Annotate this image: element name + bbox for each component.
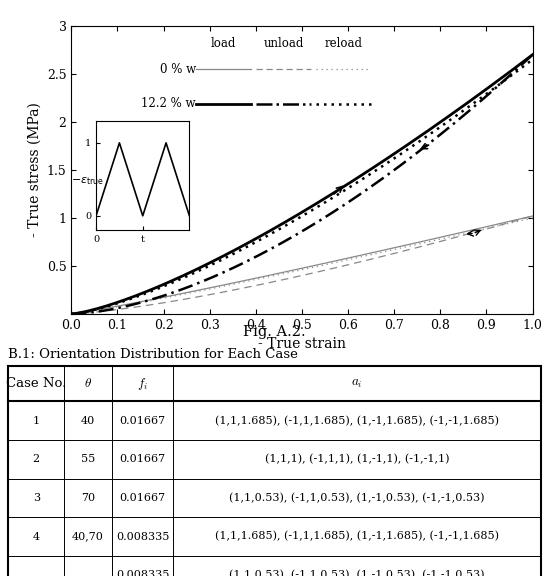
Text: $-\varepsilon_\mathrm{true}$: $-\varepsilon_\mathrm{true}$ [71,176,104,187]
Text: 70: 70 [81,493,95,503]
Text: Case No.: Case No. [6,377,66,390]
Text: 4: 4 [32,532,40,541]
Text: 2: 2 [32,454,40,464]
Text: Fig. A.2.: Fig. A.2. [243,325,306,339]
Text: 55: 55 [81,454,95,464]
Text: (1,1,0.53), (-1,1,0.53), (1,-1,0.53), (-1,-1,0.53): (1,1,0.53), (-1,1,0.53), (1,-1,0.53), (-… [229,570,485,576]
Text: 40: 40 [81,416,95,426]
Text: (1,1,0.53), (-1,1,0.53), (1,-1,0.53), (-1,-1,0.53): (1,1,0.53), (-1,1,0.53), (1,-1,0.53), (-… [229,493,485,503]
Text: $f_i$: $f_i$ [137,376,148,392]
Y-axis label: - True stress (MPa): - True stress (MPa) [27,103,41,237]
X-axis label: - True strain: - True strain [258,338,346,351]
Text: (1,1,1), (-1,1,1), (1,-1,1), (-1,-1,1): (1,1,1), (-1,1,1), (1,-1,1), (-1,-1,1) [265,454,449,464]
Text: 40,70: 40,70 [72,532,104,541]
Text: 0.008335: 0.008335 [116,532,170,541]
Text: 3: 3 [32,493,40,503]
Text: unload: unload [264,37,304,51]
Text: (1,1,1.685), (-1,1,1.685), (1,-1,1.685), (-1,-1,1.685): (1,1,1.685), (-1,1,1.685), (1,-1,1.685),… [215,416,499,426]
Text: 0.01667: 0.01667 [120,416,166,426]
Text: 0.01667: 0.01667 [120,493,166,503]
Text: load: load [211,37,236,51]
Text: 12.2 % w: 12.2 % w [142,97,196,110]
Text: reload: reload [324,37,362,51]
Text: 0 % w: 0 % w [160,63,196,75]
Text: 1: 1 [32,416,40,426]
Text: 0.008335: 0.008335 [116,570,170,576]
Text: $a_i$: $a_i$ [351,377,363,390]
Text: $\theta$: $\theta$ [84,377,92,390]
Text: 0.01667: 0.01667 [120,454,166,464]
Text: B.1: Orientation Distribution for Each Case: B.1: Orientation Distribution for Each C… [8,348,298,362]
Text: (1,1,1.685), (-1,1,1.685), (1,-1,1.685), (-1,-1,1.685): (1,1,1.685), (-1,1,1.685), (1,-1,1.685),… [215,532,499,541]
